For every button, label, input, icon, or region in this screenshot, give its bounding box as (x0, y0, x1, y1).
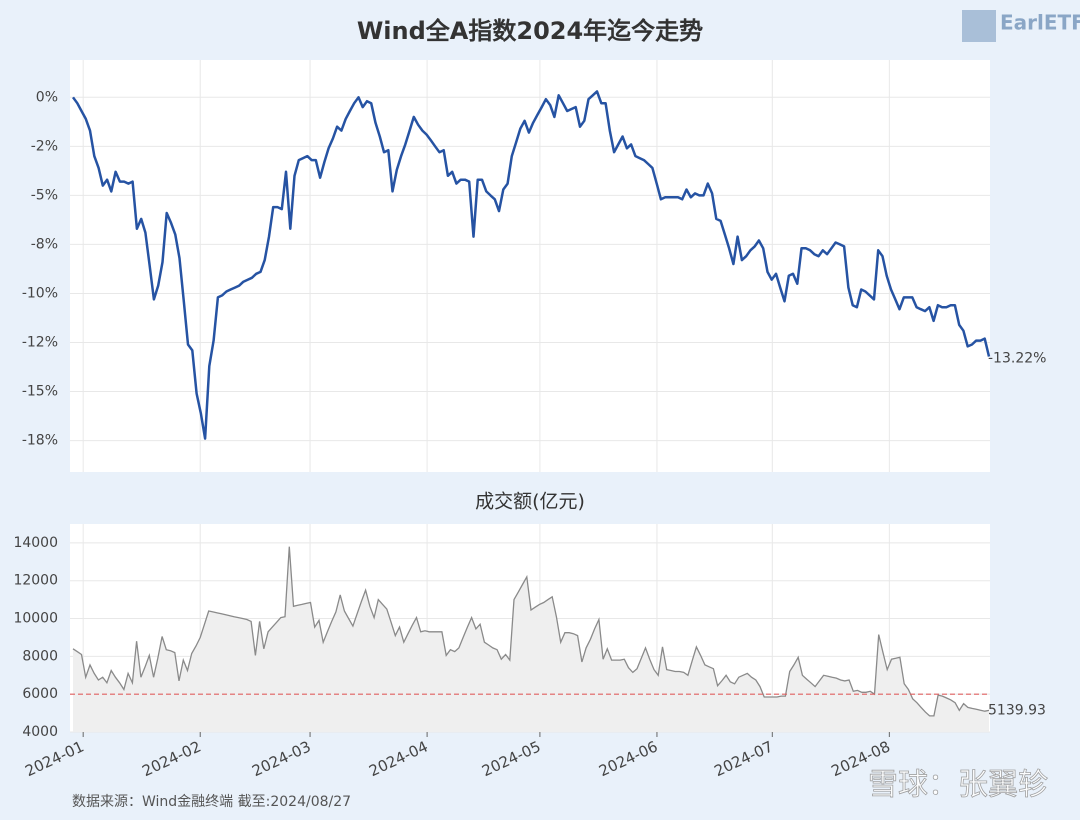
y-tick-label: -5% (31, 187, 58, 203)
plot-area (70, 60, 990, 472)
watermark: 雪球：张翼轸 (868, 768, 1048, 803)
line (72, 546, 990, 717)
logo-icon (962, 10, 996, 42)
y-tick-label: -10% (22, 285, 58, 301)
end-label: 5139.93 (988, 702, 1046, 718)
y-tick-label: -18% (22, 433, 58, 449)
end-label: -13.22% (988, 351, 1046, 367)
y-tick-label: -15% (22, 384, 58, 400)
y-tick-label: -12% (22, 335, 58, 351)
logo: EarlETF (1000, 11, 1080, 35)
source: 数据来源：Wind金融终端 截至:2024/08/27 (72, 794, 351, 810)
y-tick-label: -2% (31, 138, 58, 154)
panel-title: 成交额(亿元) (475, 491, 585, 513)
y-tick-label: 4000 (22, 724, 58, 740)
y-tick-label: 10000 (13, 611, 58, 627)
line (71, 90, 991, 440)
y-tick-label: 0% (36, 89, 58, 105)
y-tick-label: 8000 (22, 648, 58, 664)
y-tick-label: -8% (31, 236, 58, 252)
y-tick-label: 12000 (13, 573, 58, 589)
y-tick-label: 6000 (22, 686, 58, 702)
y-tick-label: 14000 (13, 535, 58, 551)
chart-title: Wind全A指数2024年迄今走势 (357, 17, 703, 45)
area (73, 546, 989, 732)
